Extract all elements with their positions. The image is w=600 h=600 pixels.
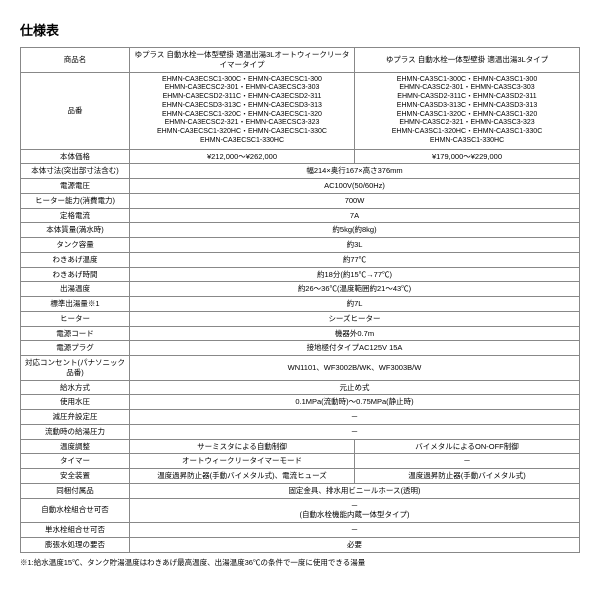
table-title: 仕様表: [20, 20, 580, 39]
row-value-2: 温度過昇防止器(手動バイメタル式): [355, 469, 580, 484]
row-label: 自動水栓組合せ可否: [21, 498, 130, 523]
row-value: 必要: [130, 537, 580, 552]
row-value: 接地極付タイプAC125V 15A: [130, 341, 580, 356]
row-value-1: オートウィークリータイマーモード: [130, 454, 355, 469]
row-label: 流動時の給湯圧力: [21, 424, 130, 439]
row-label: 給水方式: [21, 380, 130, 395]
row-label: 単水栓組合せ可否: [21, 523, 130, 538]
row-label: 本体価格: [21, 149, 130, 164]
row-value-1: サーミスタによる自動制御: [130, 439, 355, 454]
row-value: 固定金具、排水用ビニールホース(透明): [130, 483, 580, 498]
header-col1: ゆプラス 自動水栓一体型壁掛 適温出湯3Lオートウィークリータイマータイプ: [130, 48, 355, 73]
row-label: 膨張水処理の要否: [21, 537, 130, 552]
row-value: －: [130, 424, 580, 439]
spec-table: 商品名 ゆプラス 自動水栓一体型壁掛 適温出湯3Lオートウィークリータイマータイ…: [20, 47, 580, 553]
row-value-2: ¥179,000～¥229,000: [355, 149, 580, 164]
part-codes-1: EHMN-CA3ECSC1-300C・EHMN-CA3ECSC1-300EHMN…: [130, 72, 355, 149]
row-value-1: 温度過昇防止器(手動バイメタル式)、電流ヒューズ: [130, 469, 355, 484]
row-value-2: バイメタルによるON-OFF制御: [355, 439, 580, 454]
row-label: タイマー: [21, 454, 130, 469]
row-label: 出湯温度: [21, 282, 130, 297]
row-value: AC100V(50/60Hz): [130, 179, 580, 194]
row-label: 定格電流: [21, 208, 130, 223]
row-value: 0.1MPa(流動時)～0.75MPa(静止時): [130, 395, 580, 410]
row-value-1: ¥212,000～¥262,000: [130, 149, 355, 164]
header-product-name: 商品名: [21, 48, 130, 73]
row-value: 約26～36℃(温度範囲約21～43℃): [130, 282, 580, 297]
row-label: わきあげ温度: [21, 252, 130, 267]
row-value: 機器外0.7m: [130, 326, 580, 341]
row-value: 約7L: [130, 297, 580, 312]
row-value: 約5kg(約8kg): [130, 223, 580, 238]
row-label: 対応コンセント(パナソニック品番): [21, 356, 130, 381]
header-col2: ゆプラス 自動水栓一体型壁掛 適温出湯3Lタイプ: [355, 48, 580, 73]
row-label: 標準出湯量※1: [21, 297, 130, 312]
row-value: シーズヒーター: [130, 311, 580, 326]
row-value: 7A: [130, 208, 580, 223]
row-label: わきあげ時間: [21, 267, 130, 282]
row-value: 元止め式: [130, 380, 580, 395]
row-label: 安全装置: [21, 469, 130, 484]
row-value: －: [130, 410, 580, 425]
part-number-label: 品番: [21, 72, 130, 149]
row-label: 本体質量(満水時): [21, 223, 130, 238]
row-label: ヒーター: [21, 311, 130, 326]
row-label: 電源電圧: [21, 179, 130, 194]
row-label: 同梱付属品: [21, 483, 130, 498]
row-value: －(自動水栓機能内蔵一体型タイプ): [130, 498, 580, 523]
row-value: 約18分(約15℃→77℃): [130, 267, 580, 282]
row-label: タンク容量: [21, 238, 130, 253]
row-label: 電源プラグ: [21, 341, 130, 356]
row-value: 幅214×奥行167×高さ376mm: [130, 164, 580, 179]
part-codes-2: EHMN-CA3SC1-300C・EHMN-CA3SC1-300EHMN-CA3…: [355, 72, 580, 149]
row-value: 約3L: [130, 238, 580, 253]
row-value: WN1101、WF3002B/WK、WF3003B/W: [130, 356, 580, 381]
row-value: 約77℃: [130, 252, 580, 267]
row-label: 減圧弁設定圧: [21, 410, 130, 425]
row-label: ヒーター能力(消費電力): [21, 193, 130, 208]
row-value-2: －: [355, 454, 580, 469]
footnote: ※1:給水温度15℃、タンク貯湯温度はわきあげ最高温度、出湯温度36℃の条件で一…: [20, 557, 580, 568]
row-label: 電源コード: [21, 326, 130, 341]
row-label: 本体寸法(突出部寸法含む): [21, 164, 130, 179]
row-label: 温度調整: [21, 439, 130, 454]
row-value: －: [130, 523, 580, 538]
row-value: 700W: [130, 193, 580, 208]
row-label: 使用水圧: [21, 395, 130, 410]
